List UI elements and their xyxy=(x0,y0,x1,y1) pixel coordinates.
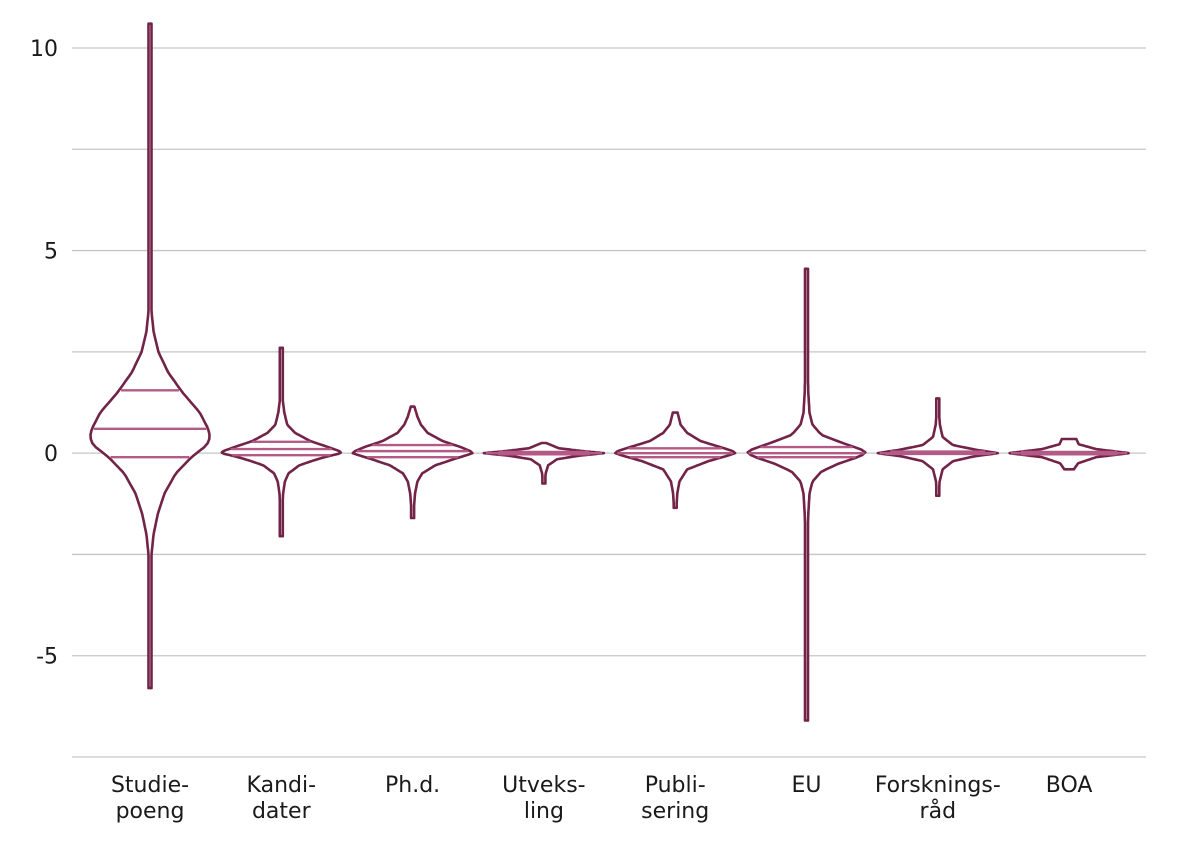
x-axis-labels: Studie-poeng Kandi-dater Ph.d. Utveks-ling P… xyxy=(111,773,1092,824)
violin-body xyxy=(614,411,737,510)
x-category-label: dater xyxy=(252,799,312,824)
y-axis-ticks: -5 0 5 10 xyxy=(30,37,58,670)
violin-body xyxy=(482,441,606,485)
x-category-label: ling xyxy=(524,799,564,824)
x-category-label: Ph.d. xyxy=(385,773,440,798)
violin xyxy=(482,441,606,485)
violin-body xyxy=(351,405,474,520)
y-tick-label: 10 xyxy=(30,37,58,62)
x-category-label: Kandi- xyxy=(247,773,316,798)
x-category-label: råd xyxy=(920,798,957,824)
violin xyxy=(1008,437,1130,471)
violin-body xyxy=(89,22,211,690)
violin xyxy=(614,411,737,510)
violins xyxy=(89,22,1130,722)
violin xyxy=(89,22,211,690)
violin-body xyxy=(876,397,1000,497)
x-category-label: EU xyxy=(791,773,821,798)
violin-body xyxy=(746,267,867,722)
gridlines xyxy=(72,47,1146,758)
y-tick-label: 0 xyxy=(44,442,58,467)
x-category-label: BOA xyxy=(1046,773,1093,798)
x-category-label: Utveks- xyxy=(502,773,585,798)
violin xyxy=(220,346,343,538)
x-category-label: Publi- xyxy=(645,773,706,798)
violin xyxy=(876,397,1000,497)
y-tick-label: 5 xyxy=(44,240,58,265)
y-tick-label: -5 xyxy=(36,645,58,670)
x-category-label: Forsknings- xyxy=(875,773,1001,798)
x-category-label: poeng xyxy=(116,799,185,824)
violin xyxy=(746,267,867,722)
x-category-label: sering xyxy=(641,799,709,824)
x-category-label: Studie- xyxy=(111,773,189,798)
violin xyxy=(351,405,474,520)
